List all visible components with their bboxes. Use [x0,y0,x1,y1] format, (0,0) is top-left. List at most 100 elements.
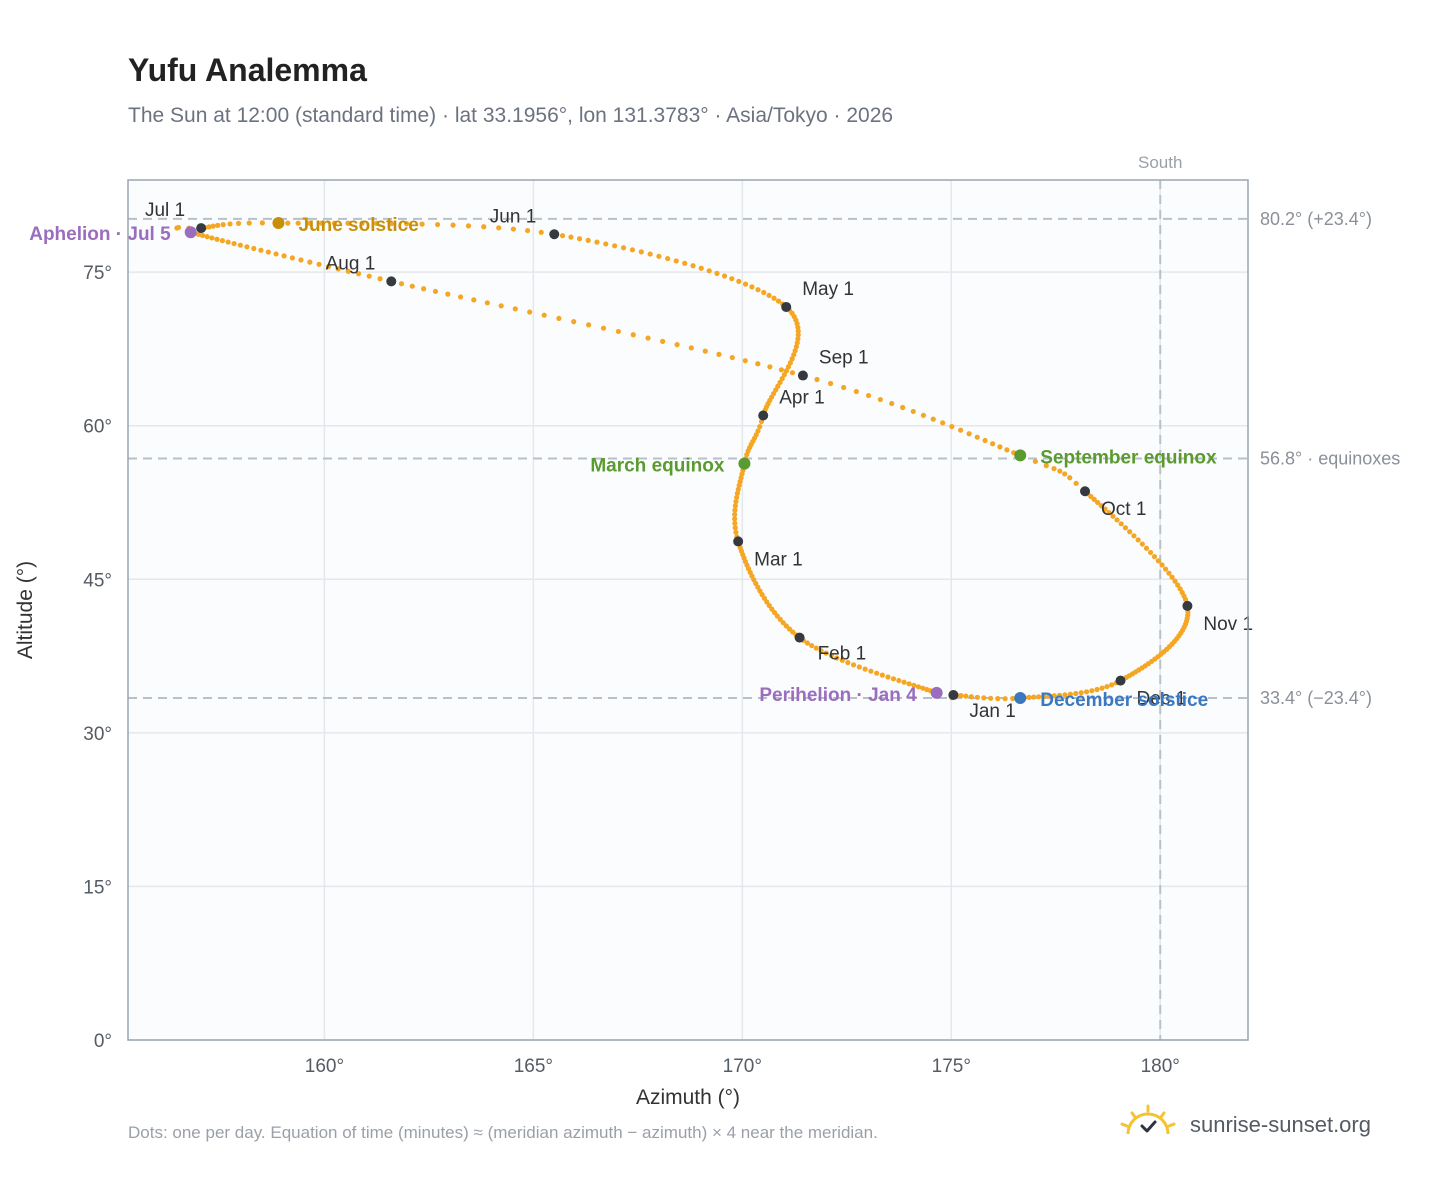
daily-sun-dot [225,239,231,245]
daily-sun-dot [940,420,946,426]
daily-sun-dot [1062,692,1068,698]
daily-sun-dot [779,376,785,382]
daily-sun-dot [206,224,212,230]
reference-line-label: 56.8° · equinoxes [1260,448,1400,468]
footnote: Dots: one per day. Equation of time (min… [128,1123,878,1142]
daily-sun-dot [273,251,279,257]
daily-sun-dot [366,273,372,279]
daily-sun-dot [237,242,243,248]
daily-sun-dot [331,220,338,226]
daily-sun-dot [1162,566,1169,572]
daily-sun-dot [792,348,798,354]
daily-sun-dot [244,244,250,250]
daily-sun-dot [1166,570,1172,576]
event-marker-dot [272,217,285,229]
daily-sun-dot [924,686,930,693]
daily-sun-dot [981,695,987,701]
chart-subtitle: The Sun at 12:00 (standard time) · lat 3… [128,104,894,127]
daily-sun-dot [556,315,562,322]
daily-sun-dot [174,225,180,231]
daily-sun-dot [471,297,477,303]
daily-sun-dot [814,376,820,383]
daily-sun-dot [827,380,834,387]
daily-sun-dot [231,240,237,247]
x-tick-label: 160° [305,1056,344,1077]
daily-sun-dot [1032,458,1038,465]
daily-sun-dot [885,674,891,680]
daily-sun-dot [874,670,880,676]
daily-sun-dot [674,342,680,348]
daily-sun-dot [325,263,332,270]
daily-sun-dot [1036,694,1042,700]
daily-sun-dot [781,372,787,378]
daily-sun-dot [409,283,415,289]
daily-sun-dot [1102,506,1108,512]
daily-sun-dot [791,352,797,358]
x-tick-label: 170° [723,1056,762,1077]
daily-sun-dot [541,312,547,318]
daily-sun-dot [915,684,922,690]
daily-sun-dot [656,253,662,259]
daily-sun-dot [527,309,533,315]
daily-sun-dot [974,694,980,700]
daily-sun-dot [834,655,840,661]
daily-sun-dot [398,281,405,287]
month-marker-dot [386,276,397,287]
daily-sun-dot [484,300,490,306]
daily-sun-dot [220,221,226,228]
daily-sun-dot [1062,471,1068,477]
x-tick-label: 175° [932,1056,971,1077]
daily-sun-dot [734,494,740,501]
month-marker-label: Aug 1 [326,253,376,274]
daily-sun-dot [795,336,801,342]
daily-sun-dot [949,423,955,430]
reference-line-label: 80.2° (+23.4°) [1260,209,1372,229]
daily-sun-dot [910,408,916,415]
y-axis-label: Altitude (°) [14,561,37,659]
daily-sun-dot [1051,466,1057,472]
daily-sun-dot [1122,525,1129,531]
daily-sun-dot [1109,682,1115,688]
daily-sun-dot [706,268,712,274]
month-marker-label: Oct 1 [1101,499,1146,520]
daily-sun-dot [1026,694,1032,700]
daily-sun-dot [795,332,801,338]
daily-sun-dot [227,221,233,227]
daily-sun-dot [586,322,592,328]
daily-sun-dot [990,441,996,447]
month-marker-label: Jan 1 [969,701,1015,722]
event-marker-label: March equinox [590,456,725,477]
event-markers: June solstice March equinox September equi… [29,215,1217,711]
daily-sun-dot [199,232,206,239]
daily-sun-dot [450,222,456,228]
daily-sun-dot [307,259,313,265]
daily-sun-dot [732,516,738,522]
daily-sun-dot [355,271,362,277]
daily-sun-dot [1031,694,1037,700]
daily-sun-dot [729,354,735,361]
daily-sun-dot [690,263,696,269]
daily-sun-dot [1098,503,1104,509]
daily-sun-dot [879,672,885,678]
daily-sun-dot [906,681,912,687]
daily-sun-dot [698,265,704,271]
daily-sun-dot [974,434,980,440]
daily-sun-dot [1114,517,1120,523]
daily-sun-dot [538,229,544,235]
daily-sun-dot [419,221,425,227]
daily-sun-dot [841,384,847,391]
daily-sun-dot [1099,685,1105,691]
daily-sun-dot [421,286,427,292]
daily-sun-dot [1089,688,1095,694]
daily-sun-dot [1104,683,1110,690]
daily-sun-dot [920,412,927,418]
daily-sun-dot [736,278,742,284]
brand-logo[interactable]: sunrise-sunset.org [1118,1104,1388,1144]
daily-sun-dot [647,251,653,257]
daily-sun-dot [982,437,988,444]
daily-sun-dot [702,348,708,354]
daily-sun-dot [761,289,767,296]
daily-sun-dot [295,220,301,226]
daily-sun-dot [377,276,383,282]
daily-sun-dot [767,364,773,370]
